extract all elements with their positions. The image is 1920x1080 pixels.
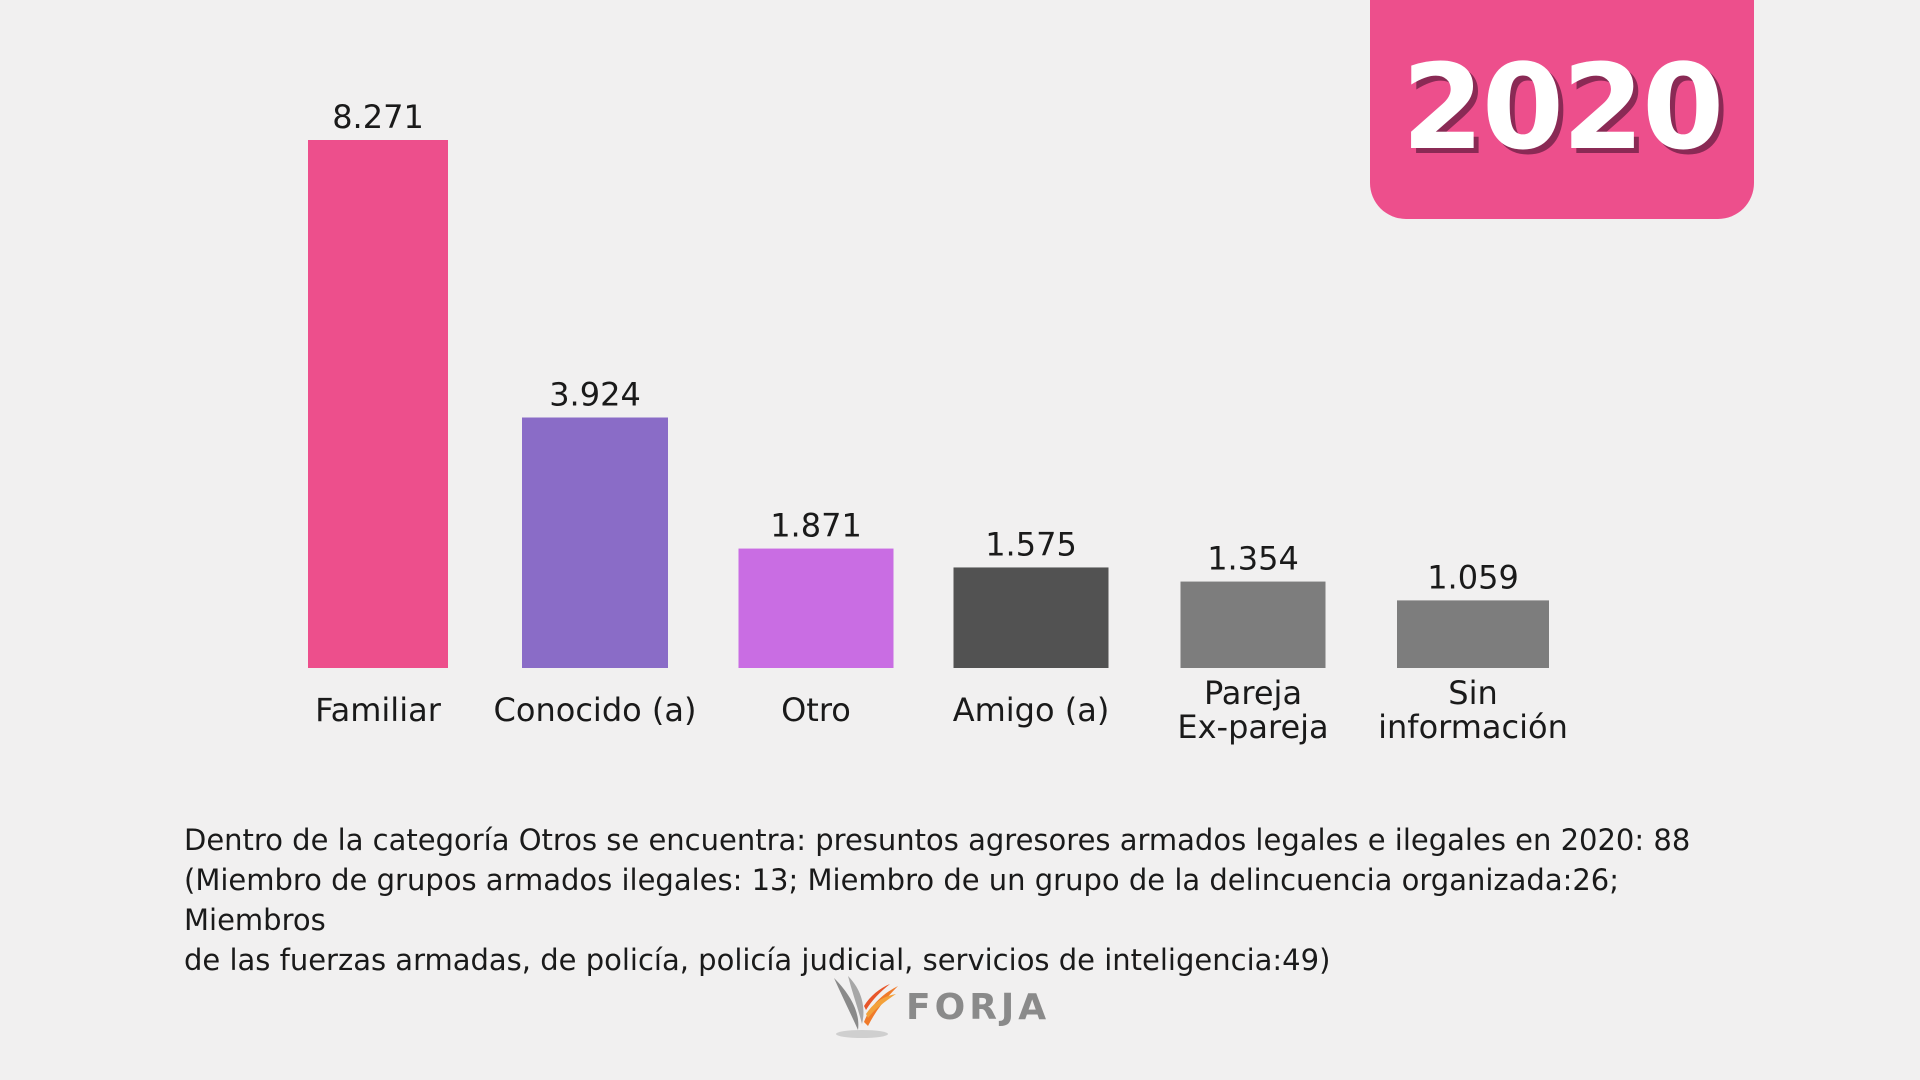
bar-chart: 8.271 Familiar 3.924 Conocido (a) 1.871 Otro 1… xyxy=(308,98,1568,746)
category-label-5-1: información xyxy=(1378,708,1568,746)
bar-value-label-1: 3.924 xyxy=(549,376,641,414)
bar-value-label-0: 8.271 xyxy=(332,98,424,136)
category-label-1-0: Conocido (a) xyxy=(494,691,697,729)
category-label-4-0: Pareja xyxy=(1204,674,1302,712)
bar-4 xyxy=(1180,581,1326,668)
flame-wing-icon xyxy=(834,976,898,1038)
bar-1 xyxy=(522,417,668,668)
category-label-3-0: Amigo (a) xyxy=(953,691,1110,729)
bar-2 xyxy=(738,548,894,668)
year-badge: 2020 xyxy=(1370,0,1754,219)
footnote: Dentro de la categoría Otros se encuentr… xyxy=(184,820,1764,980)
bar-3 xyxy=(953,567,1109,668)
bar-value-label-3: 1.575 xyxy=(985,525,1077,563)
forja-logo: FORJA xyxy=(828,972,1050,1042)
category-label-2-0: Otro xyxy=(781,691,851,729)
category-label-5-0: Sin xyxy=(1448,674,1497,712)
logo-text: FORJA xyxy=(906,986,1051,1028)
bar-value-label-2: 1.871 xyxy=(770,507,862,545)
bar-0 xyxy=(308,140,448,668)
bar-value-label-5: 1.059 xyxy=(1427,558,1519,596)
category-label-4-1: Ex-pareja xyxy=(1177,708,1328,746)
footnote-line-1: Dentro de la categoría Otros se encuentr… xyxy=(184,823,1691,857)
footnote-line-3: de las fuerzas armadas, de policía, poli… xyxy=(184,943,1331,977)
category-label-0-0: Familiar xyxy=(315,691,442,729)
bar-value-label-4: 1.354 xyxy=(1207,540,1299,578)
footnote-line-2: (Miembro de grupos armados ilegales: 13;… xyxy=(184,863,1620,937)
year-label: 2020 xyxy=(1401,37,1724,176)
bar-5 xyxy=(1397,600,1549,668)
